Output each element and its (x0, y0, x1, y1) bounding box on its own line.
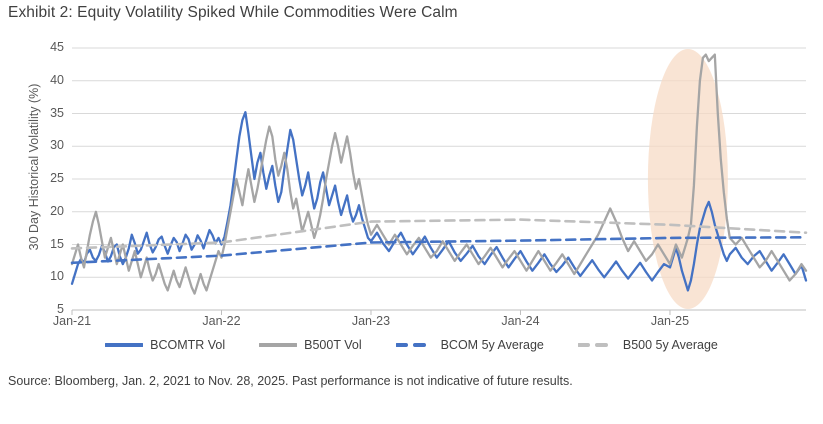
series-line-b500-5y-average (70, 218, 808, 250)
chart-legend: BCOMTR Vol B500T Vol BCOM 5y Average B500 5… (0, 338, 823, 352)
series-line-b500t-vol (70, 53, 808, 295)
legend-label: B500 5y Average (622, 338, 718, 352)
page-title: Exhibit 2: Equity Volatility Spiked Whil… (8, 4, 458, 21)
legend-item[interactable]: BCOM 5y Average (395, 338, 544, 352)
y-tick-label: 30 (50, 138, 64, 153)
x-tick-label: Jan-23 (351, 314, 391, 328)
x-tick-label: Jan-25 (650, 314, 690, 328)
series-line-bcomtr-vol (70, 111, 808, 292)
y-tick-label: 25 (50, 171, 64, 185)
y-tick-label: 15 (50, 236, 64, 251)
x-tick-label: Jan-22 (202, 314, 241, 328)
spike-highlight-ellipse (647, 49, 728, 309)
legend-item[interactable]: B500T Vol (259, 338, 362, 352)
legend-label: B500T Vol (304, 338, 362, 352)
y-tick-label: 40 (50, 72, 64, 87)
legend-swatch-dashed (577, 343, 616, 347)
legend-label: BCOMTR Vol (150, 338, 226, 352)
x-tick-label: Jan-21 (52, 314, 92, 328)
legend-label: BCOM 5y Average (440, 338, 544, 352)
series-line-bcom-5y-average (70, 236, 808, 265)
y-tick-label: 10 (50, 269, 64, 284)
legend-swatch-solid (105, 343, 144, 347)
legend-swatch-solid (259, 343, 298, 347)
y-tick-label: 35 (50, 105, 64, 120)
legend-swatch-dashed (395, 343, 434, 347)
y-tick-label: 5 (57, 302, 64, 316)
legend-item[interactable]: BCOMTR Vol (105, 338, 225, 352)
x-tick-label: Jan-24 (501, 314, 540, 328)
source-note: Source: Bloomberg, Jan. 2, 2021 to Nov. … (8, 374, 573, 388)
legend-item[interactable]: B500 5y Average (577, 338, 718, 352)
y-tick-label: 20 (50, 203, 64, 218)
y-tick-label: 45 (50, 40, 64, 54)
